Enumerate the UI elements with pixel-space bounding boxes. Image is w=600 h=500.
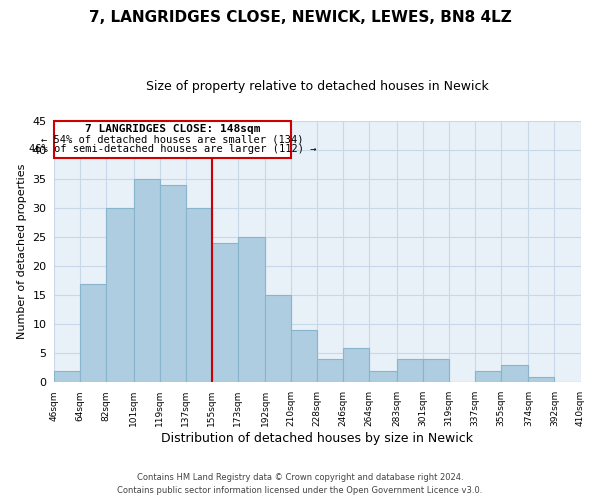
Text: Contains HM Land Registry data © Crown copyright and database right 2024.
Contai: Contains HM Land Registry data © Crown c… [118,474,482,495]
Text: 7, LANGRIDGES CLOSE, NEWICK, LEWES, BN8 4LZ: 7, LANGRIDGES CLOSE, NEWICK, LEWES, BN8 … [89,10,511,25]
Bar [423,359,449,382]
Text: ← 54% of detached houses are smaller (134): ← 54% of detached houses are smaller (13… [41,134,304,144]
Bar [397,359,423,382]
Bar [317,359,343,382]
Bar [343,348,370,382]
Y-axis label: Number of detached properties: Number of detached properties [17,164,26,339]
Bar [265,295,291,382]
Bar [80,284,106,382]
Bar [501,365,529,382]
Bar [160,184,185,382]
Bar [238,237,265,382]
Text: 7 LANGRIDGES CLOSE: 148sqm: 7 LANGRIDGES CLOSE: 148sqm [85,124,260,134]
Bar [54,371,80,382]
Bar [370,371,397,382]
Bar [291,330,317,382]
Bar [529,376,554,382]
Bar [212,243,238,382]
Bar [134,178,160,382]
FancyBboxPatch shape [54,120,291,158]
Bar [106,208,134,382]
Title: Size of property relative to detached houses in Newick: Size of property relative to detached ho… [146,80,488,93]
Text: 46% of semi-detached houses are larger (112) →: 46% of semi-detached houses are larger (… [29,144,316,154]
Bar [475,371,501,382]
Bar [185,208,212,382]
X-axis label: Distribution of detached houses by size in Newick: Distribution of detached houses by size … [161,432,473,445]
